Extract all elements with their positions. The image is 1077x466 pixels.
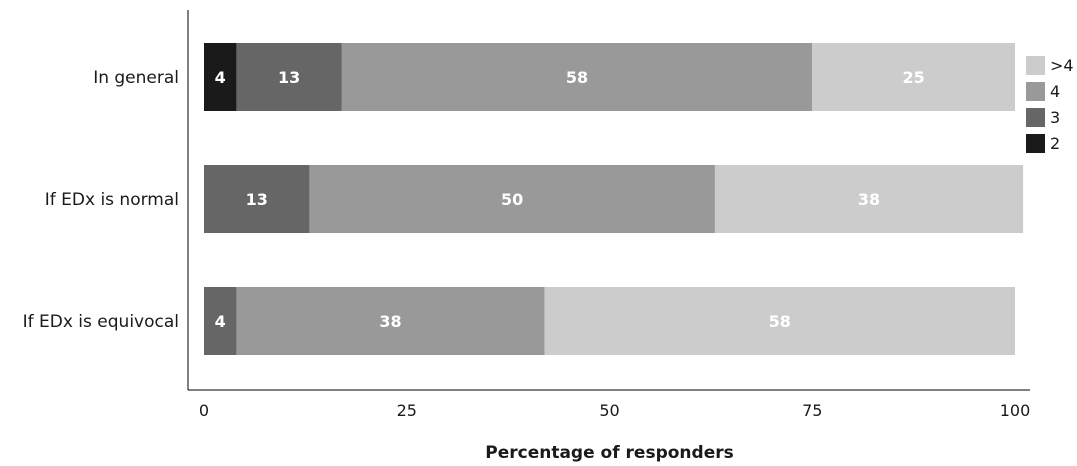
legend: >4 4 3 2: [1026, 56, 1074, 153]
bar-in-general-gt4: [812, 43, 1015, 111]
legend-swatch-3: [1026, 108, 1045, 127]
category-label-if-edx-is-normal: If EDx is normal: [45, 190, 179, 210]
legend-label-4: 4: [1050, 82, 1060, 101]
bar-value-label: 50: [501, 190, 523, 209]
bar-value-label: 4: [215, 312, 226, 331]
legend-label-2: 2: [1050, 134, 1060, 153]
bar-in-general-2: [204, 43, 237, 111]
bar-in-general-4: [341, 43, 813, 111]
bar-in-general-3: [236, 43, 342, 111]
category-labels: In general If EDx is normal If EDx is equi…: [23, 68, 179, 332]
bar-if-edx-is-normal-gt4: [714, 165, 1024, 233]
bar-value-label: 13: [246, 190, 268, 209]
category-label-if-edx-is-equivocal: If EDx is equivocal: [23, 312, 179, 332]
legend-swatch-4: [1026, 82, 1045, 101]
bar-if-edx-is-normal-3: [204, 165, 310, 233]
bar-if-edx-is-equivocal-3: [204, 287, 237, 355]
bar-value-label: 4: [215, 68, 226, 87]
bar-value-label: 58: [769, 312, 791, 331]
legend-swatch-2: [1026, 134, 1045, 153]
bar-value-label: 25: [902, 68, 924, 87]
bar-value-label: 38: [858, 190, 880, 209]
x-axis-title: Percentage of responders: [485, 443, 733, 463]
bar-if-edx-is-equivocal-gt4: [544, 287, 1015, 355]
bar-value-label: 38: [379, 312, 401, 331]
x-tick-label: 75: [802, 401, 822, 420]
category-label-in-general: In general: [93, 68, 179, 88]
x-tick-label: 0: [199, 401, 209, 420]
legend-label-gt4: >4: [1050, 56, 1074, 75]
legend-swatch-gt4: [1026, 56, 1045, 75]
x-tick-label: 25: [397, 401, 417, 420]
x-tick-label: 50: [599, 401, 619, 420]
bar-value-label: 58: [566, 68, 588, 87]
bars: 4 13 58 25 13 50 38 4 38 58: [204, 43, 1024, 355]
legend-label-3: 3: [1050, 108, 1060, 127]
bar-if-edx-is-equivocal-4: [236, 287, 545, 355]
x-ticks: 0 25 50 75 100: [199, 401, 1030, 420]
x-tick-label: 100: [1000, 401, 1031, 420]
bar-value-label: 13: [278, 68, 300, 87]
bar-if-edx-is-normal-4: [309, 165, 715, 233]
